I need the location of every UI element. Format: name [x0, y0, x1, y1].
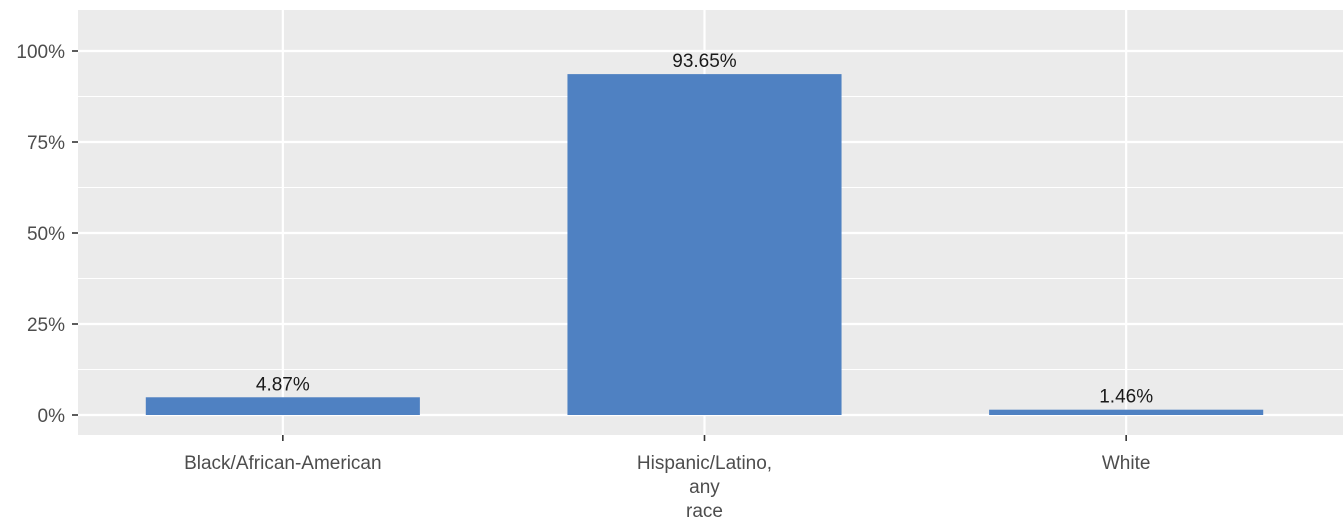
- x-tick-label: Black/African-American: [184, 453, 381, 474]
- y-tick-label: 75%: [27, 133, 65, 154]
- x-tick-label: Hispanic/Latino, any race: [637, 453, 772, 522]
- bars: [145, 74, 1264, 415]
- y-tick-label: 0%: [38, 406, 66, 427]
- y-tick-label: 50%: [27, 224, 65, 245]
- bar: [567, 74, 842, 415]
- data-labels: 4.87% 93.65% 1.46%: [256, 51, 1153, 408]
- y-tick-label: 100%: [16, 42, 65, 63]
- x-tick-label: White: [1102, 453, 1151, 474]
- axes: 0% 25% 50% 75% 100% Black/African-American His…: [16, 42, 1150, 522]
- y-tick-label: 25%: [27, 315, 65, 336]
- data-label: 1.46%: [1099, 387, 1153, 408]
- data-label: 4.87%: [256, 374, 310, 395]
- bar: [989, 409, 1264, 415]
- data-label: 93.65%: [672, 51, 737, 72]
- bar: [145, 397, 420, 415]
